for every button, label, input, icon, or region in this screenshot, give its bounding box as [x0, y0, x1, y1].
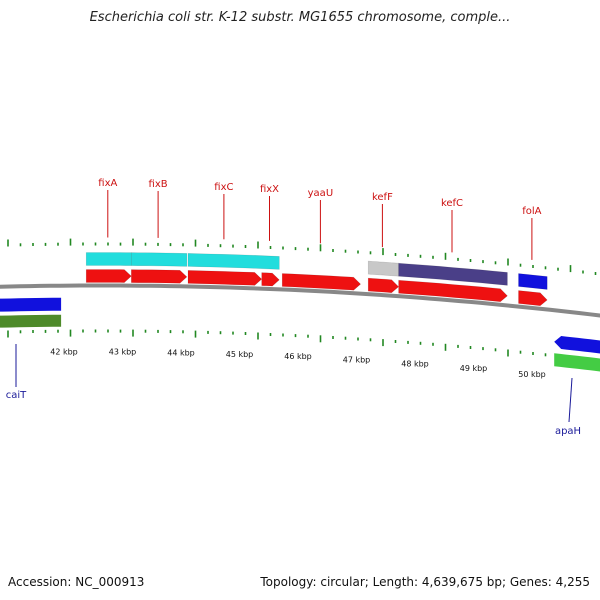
- scale-label: 44 kbp: [167, 348, 195, 357]
- scale-labels: 42 kbp 43 kbp 44 kbp 45 kbp 46 kbp 47 kbp 48 k…: [50, 348, 546, 379]
- label-fixB[interactable]: fixB: [149, 179, 168, 190]
- cds-folA[interactable]: [518, 273, 548, 290]
- cds-fixA[interactable]: [85, 252, 132, 266]
- cds-apaH[interactable]: [554, 353, 600, 372]
- label-apaH[interactable]: apaH: [555, 426, 581, 437]
- gene-kefC[interactable]: [398, 279, 508, 303]
- label-fixA[interactable]: fixA: [98, 178, 117, 189]
- genome-summary: Topology: circular; Length: 4,639,675 bp…: [260, 575, 590, 589]
- cds-fixC[interactable]: [187, 253, 280, 270]
- label-caiT[interactable]: caiT: [6, 390, 27, 401]
- accession-label: Accession: NC_000913: [8, 575, 145, 589]
- gene-fixA[interactable]: [85, 269, 132, 283]
- gene-yaaU[interactable]: [281, 273, 362, 291]
- scale-label: 47 kbp: [343, 355, 371, 364]
- gene-apaH[interactable]: [554, 336, 600, 354]
- gene-kefF[interactable]: [367, 277, 400, 293]
- reverse-strand-features: [0, 297, 600, 372]
- gene-fixC[interactable]: [187, 270, 263, 286]
- scale-label: 48 kbp: [401, 359, 429, 368]
- scale-label: 42 kbp: [50, 348, 78, 357]
- scale-label: 46 kbp: [284, 352, 312, 361]
- map-title: Escherichia coli str. K-12 substr. MG165…: [89, 10, 511, 25]
- chromosome-backbone: [0, 283, 600, 318]
- tick-marks-outer: [7, 238, 597, 275]
- cds-kefC[interactable]: [398, 262, 508, 286]
- gene-features: [85, 269, 548, 307]
- label-folA[interactable]: folA: [522, 206, 541, 217]
- label-fixC[interactable]: fixC: [214, 182, 233, 193]
- scale-label: 45 kbp: [226, 350, 254, 359]
- scale-label: 43 kbp: [109, 348, 137, 357]
- label-yaaU[interactable]: yaaU: [308, 188, 334, 199]
- leader-line-apaH: [568, 377, 573, 423]
- scale-label: 50 kbp: [518, 370, 546, 379]
- gene-fixB[interactable]: [131, 269, 188, 284]
- label-fixX[interactable]: fixX: [260, 184, 279, 195]
- cds-kefF[interactable]: [367, 260, 399, 277]
- cds-fixB[interactable]: [131, 252, 188, 267]
- gene-folA[interactable]: [518, 290, 548, 307]
- cds-caiT[interactable]: [0, 314, 62, 328]
- scale-label: 49 kbp: [460, 364, 488, 373]
- label-kefF[interactable]: kefF: [372, 192, 393, 203]
- gene-caiT[interactable]: [0, 297, 62, 312]
- gene-fixX[interactable]: [261, 272, 280, 287]
- cds-features: [85, 252, 548, 290]
- label-kefC[interactable]: kefC: [441, 198, 463, 209]
- feature-labels: fixA fixB fixC fixX yaaU kefF kefC folA caiT apaH: [6, 178, 581, 437]
